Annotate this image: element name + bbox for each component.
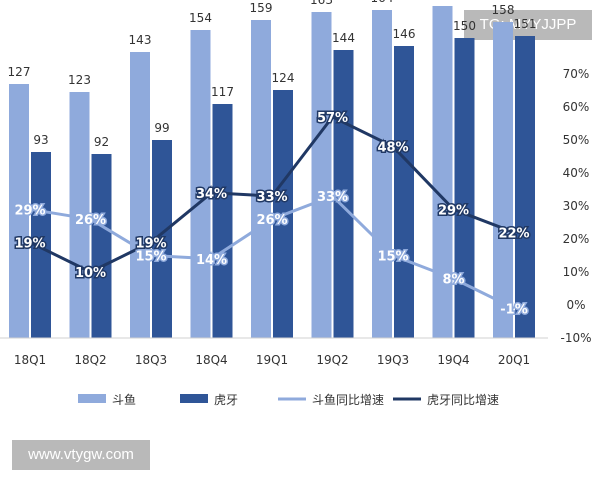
legend-label-3: 虎牙同比增速 <box>427 393 499 407</box>
line-label-douyu-19Q3: 15% <box>377 250 408 265</box>
line-label-huya-19Q2: 57% <box>317 111 348 126</box>
bar-label-huya-19Q2: 144 <box>332 31 355 45</box>
x-tick-18Q3: 18Q3 <box>135 353 167 367</box>
bar-label-huya-18Q2: 92 <box>94 135 109 149</box>
bar-label-huya-19Q3: 146 <box>393 27 416 41</box>
bar-label-huya-20Q1: 151 <box>514 17 537 31</box>
bar-label-huya-18Q4: 117 <box>211 85 234 99</box>
y-right-tick-1: 60% <box>563 100 590 114</box>
legend-label-2: 斗鱼同比增速 <box>312 393 384 407</box>
x-tick-19Q2: 19Q2 <box>316 353 348 367</box>
line-label-huya-19Q3: 48% <box>377 141 408 156</box>
legend-label-1: 虎牙 <box>214 393 238 407</box>
x-tick-18Q4: 18Q4 <box>195 353 227 367</box>
bar-huya-18Q4 <box>212 104 233 338</box>
bar-douyu-18Q3 <box>130 52 150 338</box>
line-label-huya-19Q1: 33% <box>256 190 287 205</box>
bar-douyu-19Q1 <box>251 20 271 338</box>
bar-huya-18Q3 <box>152 140 172 338</box>
line-label-douyu-18Q2: 26% <box>75 213 106 228</box>
bar-label-douyu-18Q1: 127 <box>8 65 31 79</box>
bar-label-douyu-20Q1: 158 <box>492 3 515 17</box>
line-huya-growth <box>29 115 515 274</box>
x-tick-19Q4: 19Q4 <box>437 353 469 367</box>
x-tick-20Q1: 20Q1 <box>498 353 530 367</box>
bar-douyu-20Q1 <box>493 22 513 338</box>
y-right-tick-0: 70% <box>563 67 590 81</box>
bar-douyu-19Q4 <box>432 6 453 338</box>
bar-labels-layer: 127 93 123 92 143 99 154 117 159 124 163 144 164 146 1… <box>8 0 537 149</box>
x-tick-labels: 18Q1 18Q2 18Q3 18Q4 19Q1 19Q2 19Q3 19Q4 20Q1 <box>14 353 530 367</box>
line-label-douyu-18Q4: 14% <box>196 253 227 268</box>
line-label-douyu-19Q4: 8% <box>442 273 464 288</box>
line-label-douyu-20Q1: -1% <box>500 302 527 317</box>
bar-label-douyu-19Q2: 163 <box>310 0 333 7</box>
bar-douyu-19Q2 <box>311 12 332 338</box>
x-tick-18Q1: 18Q1 <box>14 353 46 367</box>
bar-label-huya-19Q4: 150 <box>453 19 476 33</box>
line-label-huya-18Q3: 19% <box>135 236 166 251</box>
line-label-douyu-19Q2: 33% <box>317 190 348 205</box>
watermark-bottom-left: www.vtygw.com <box>12 440 150 470</box>
line-label-douyu-19Q1: 26% <box>256 213 287 228</box>
bar-label-douyu-18Q3: 143 <box>129 33 152 47</box>
legend-swatch-0 <box>78 394 106 403</box>
bar-huya-19Q3 <box>394 46 414 338</box>
line-label-huya-19Q4: 29% <box>438 203 469 218</box>
bar-douyu-18Q1 <box>9 84 29 338</box>
bar-label-huya-18Q3: 99 <box>154 121 169 135</box>
bar-label-douyu-18Q2: 123 <box>68 73 91 87</box>
line-douyu-growth <box>29 194 515 310</box>
legend: 斗鱼 虎牙 斗鱼同比增速 虎牙同比增速 <box>78 393 499 407</box>
line-labels-layer: 29% 26% 15% 14% 26% 33% 15% 8% -1% 19% 10% 19% 34% 33… <box>13 109 531 318</box>
legend-swatch-1 <box>180 394 208 403</box>
y-right-tick-2: 50% <box>563 133 590 147</box>
line-label-huya-18Q4: 34% <box>196 187 227 202</box>
bars-layer <box>9 6 535 338</box>
legend-label-0: 斗鱼 <box>112 393 136 407</box>
right-axis-tick-labels: 70% 60% 50% 40% 30% 20% 10% 0% -10% <box>560 67 591 345</box>
bar-huya-19Q4 <box>454 38 475 338</box>
bar-label-douyu-19Q3: 164 <box>371 0 394 5</box>
y-right-tick-8: -10% <box>560 331 591 345</box>
line-label-huya-20Q1: 22% <box>498 226 529 241</box>
bar-douyu-19Q3 <box>372 10 392 338</box>
x-tick-19Q1: 19Q1 <box>256 353 288 367</box>
y-right-tick-7: 0% <box>566 298 585 312</box>
bar-label-huya-19Q1: 124 <box>272 71 295 85</box>
bar-douyu-18Q4 <box>190 30 211 338</box>
y-right-tick-4: 30% <box>563 199 590 213</box>
bar-label-douyu-19Q1: 159 <box>250 1 273 15</box>
x-tick-18Q2: 18Q2 <box>74 353 106 367</box>
bar-huya-19Q2 <box>333 50 354 338</box>
line-label-douyu-18Q1: 29% <box>14 203 45 218</box>
bar-huya-18Q1 <box>31 152 51 338</box>
bar-huya-18Q2 <box>91 154 112 338</box>
bar-label-huya-18Q1: 93 <box>33 133 48 147</box>
line-label-douyu-18Q3: 15% <box>135 250 166 265</box>
bar-huya-20Q1 <box>515 36 535 338</box>
y-right-tick-3: 40% <box>563 166 590 180</box>
x-tick-19Q3: 19Q3 <box>377 353 409 367</box>
lines-layer <box>29 115 515 310</box>
bar-label-douyu-19Q4: 166 <box>431 0 454 1</box>
line-label-huya-18Q1: 19% <box>14 236 45 251</box>
bar-douyu-18Q2 <box>69 92 90 338</box>
y-right-tick-6: 10% <box>563 265 590 279</box>
y-right-tick-5: 20% <box>563 232 590 246</box>
line-label-huya-18Q2: 10% <box>75 266 106 281</box>
bar-label-douyu-18Q4: 154 <box>189 11 212 25</box>
